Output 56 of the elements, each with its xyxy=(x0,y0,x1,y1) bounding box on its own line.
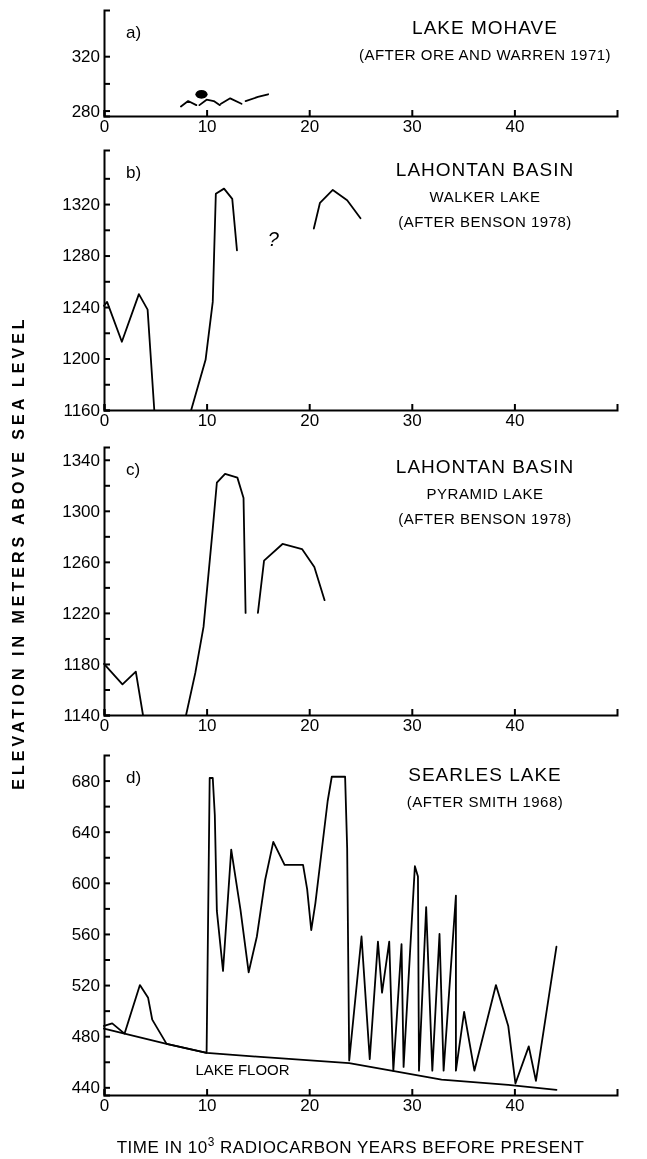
text: LAHONTAN BASIN xyxy=(395,456,575,477)
x-tick-label: 30 xyxy=(402,1096,422,1116)
y-tick-label: 440 xyxy=(71,1078,100,1098)
y-tick-label: 480 xyxy=(71,1027,100,1047)
annotation: d) xyxy=(126,768,142,787)
y-tick-label: 1220 xyxy=(62,603,100,623)
annotation: c) xyxy=(126,460,141,479)
chart-title: LAKE MOHAVE xyxy=(412,17,558,38)
x-tick-label: 10 xyxy=(197,1096,217,1116)
y-tick-label: 1300 xyxy=(62,501,100,521)
y-tick-label: 1200 xyxy=(62,349,100,369)
x-tick-label: 30 xyxy=(402,117,422,137)
x-tick-label: 20 xyxy=(300,1096,320,1116)
text: (AFTER ORE AND WARREN 1971) xyxy=(358,46,612,63)
x-tick-label: 10 xyxy=(197,411,217,431)
x-tick-label: 0 xyxy=(99,716,110,736)
x-tick-label: 40 xyxy=(505,1096,525,1116)
x-tick-label: 0 xyxy=(99,411,110,431)
y-tick-label: 640 xyxy=(71,822,100,842)
y-tick-label: 1240 xyxy=(62,297,100,317)
x-tick-label: 30 xyxy=(402,411,422,431)
y-tick-label: 1140 xyxy=(63,705,100,725)
annotation: b) xyxy=(126,163,142,182)
x-tick-label: 0 xyxy=(99,1096,110,1116)
y-tick-label: 600 xyxy=(71,873,100,893)
text: WALKER LAKE (AFTER BENSON 1978) xyxy=(398,188,572,230)
y-tick-label: 1280 xyxy=(62,246,100,266)
x-tick-label: 20 xyxy=(300,411,320,431)
x-tick-label: 40 xyxy=(505,117,525,137)
y-tick-label: 1320 xyxy=(62,195,100,214)
y-tick-label: 520 xyxy=(71,976,100,996)
y-tick-label: 560 xyxy=(71,924,100,944)
y-tick-label: 1160 xyxy=(63,400,100,420)
x-tick-label: 20 xyxy=(300,117,320,137)
text: PYRAMID LAKE (AFTER BENSON 1978) xyxy=(398,485,572,527)
annotation: LAKE FLOOR xyxy=(195,1061,290,1079)
y-axis-title: ELEVATION IN METERS ABOVE SEA LEVEL xyxy=(10,315,27,790)
y-tick-label: 1260 xyxy=(62,552,100,572)
y-tick-label: 1340 xyxy=(62,450,100,470)
y-tick-label: 280 xyxy=(71,101,100,121)
text: (AFTER SMITH 1968) xyxy=(406,793,564,810)
annotation: ? xyxy=(267,228,280,251)
x-tick-label: 40 xyxy=(505,411,525,431)
x-tick-label: 10 xyxy=(197,117,217,137)
y-tick-label: 1180 xyxy=(63,654,100,674)
x-axis-title: TIME IN 10$^{3}$ RADIOCARBON YEARS BEFORE PRESENT xyxy=(116,1135,585,1157)
annotation: a) xyxy=(126,23,142,42)
x-tick-label: 10 xyxy=(197,716,217,736)
text: LAHONTAN BASIN xyxy=(395,159,575,180)
text: SEARLES LAKE xyxy=(408,764,562,785)
y-tick-label: 320 xyxy=(71,47,100,67)
x-tick-label: 30 xyxy=(402,716,422,736)
x-tick-label: 20 xyxy=(300,716,320,736)
y-tick-label: 680 xyxy=(71,771,100,791)
x-tick-label: 0 xyxy=(99,117,110,137)
x-tick-label: 40 xyxy=(505,716,525,736)
